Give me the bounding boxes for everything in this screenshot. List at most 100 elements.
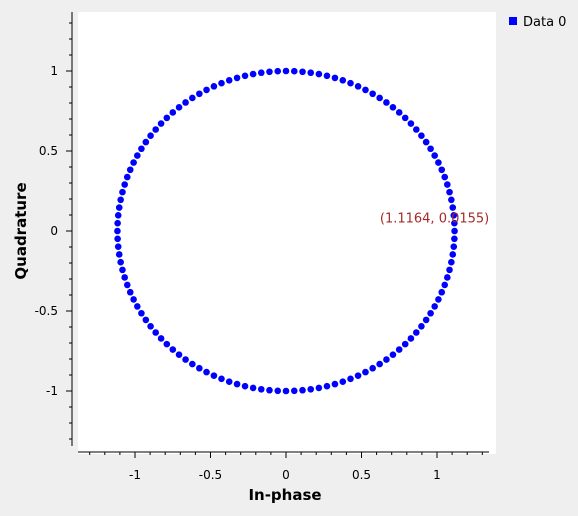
- data-point: [441, 173, 449, 181]
- data-point: [339, 378, 347, 385]
- data-point: [446, 188, 453, 196]
- data-point: [450, 212, 458, 219]
- data-point: [115, 251, 123, 258]
- data-point: [266, 386, 273, 394]
- x-axis-ticks: -1 -0.5 0 0.5 1: [89, 452, 483, 482]
- data-point: [233, 74, 241, 82]
- data-point: [431, 303, 438, 310]
- data-point: [196, 364, 203, 372]
- data-point: [126, 166, 134, 174]
- data-point: [401, 114, 409, 122]
- data-point: [282, 67, 290, 75]
- data-point: [175, 104, 183, 111]
- data-point: [257, 385, 265, 393]
- data-point: [138, 309, 145, 317]
- legend-label-data-0: Data 0: [523, 15, 566, 30]
- data-point: [290, 387, 298, 395]
- y-tick-label: -1: [46, 384, 58, 398]
- data-point: [249, 70, 257, 78]
- data-point: [376, 360, 383, 368]
- data-point: [362, 368, 369, 376]
- data-point: [427, 145, 434, 153]
- data-point: [210, 372, 218, 379]
- data-point: [435, 296, 442, 303]
- data-point: [451, 235, 458, 243]
- data-point: [299, 386, 306, 394]
- data-point: [282, 387, 290, 395]
- data-point: [142, 316, 150, 324]
- data-point: [315, 384, 323, 392]
- data-point: [175, 351, 183, 358]
- data-point: [376, 94, 383, 102]
- data-point: [134, 303, 141, 310]
- data-point: [450, 243, 458, 250]
- data-point: [123, 281, 131, 289]
- data-point: [157, 120, 165, 127]
- data-point: [369, 364, 376, 372]
- data-point: [152, 329, 159, 336]
- x-axis-label: In-phase: [248, 486, 321, 504]
- data-point: [383, 99, 390, 106]
- data-point: [401, 340, 409, 348]
- data-point: [448, 258, 455, 266]
- data-point: [138, 145, 145, 153]
- data-point: [435, 159, 442, 166]
- data-point: [299, 68, 306, 76]
- data-point: [407, 335, 415, 342]
- data-point: [169, 346, 177, 353]
- data-point: [449, 251, 457, 258]
- data-point: [395, 109, 403, 116]
- data-point: [210, 83, 218, 90]
- data-point: [182, 356, 189, 363]
- y-axis-ticks: -1 -0.5 0 0.5 1: [35, 22, 72, 440]
- data-point: [290, 67, 298, 75]
- y-tick-label: -0.5: [35, 304, 58, 318]
- data-point: [362, 86, 369, 94]
- legend[interactable]: Data 0: [509, 15, 566, 30]
- plot-area: [78, 12, 496, 454]
- data-point: [444, 274, 451, 281]
- data-point: [347, 375, 354, 383]
- x-tick-label: -1: [129, 468, 141, 482]
- point-annotation: (1.1164, 0.0155): [380, 212, 489, 227]
- data-point: [418, 323, 425, 330]
- data-point: [413, 126, 420, 133]
- legend-swatch-data-0: [509, 17, 517, 25]
- data-point: [389, 351, 397, 358]
- data-point: [451, 219, 458, 227]
- data-point: [121, 274, 128, 281]
- data-point: [441, 281, 449, 289]
- data-point: [431, 152, 438, 159]
- data-point: [449, 204, 457, 211]
- data-point: [339, 77, 347, 84]
- data-point: [189, 360, 196, 368]
- data-point: [114, 212, 122, 219]
- data-point: [218, 79, 225, 87]
- data-point: [119, 188, 126, 196]
- data-point: [274, 67, 282, 75]
- data-point: [323, 382, 331, 390]
- data-point: [438, 166, 446, 174]
- data-series-0: [114, 67, 458, 395]
- data-point: [418, 132, 425, 139]
- data-point: [422, 138, 430, 146]
- y-tick-label: 0.5: [39, 144, 58, 158]
- data-point: [196, 90, 203, 98]
- data-point: [163, 114, 171, 122]
- data-point: [331, 74, 339, 82]
- x-tick-label: 1: [433, 468, 441, 482]
- data-point: [446, 266, 453, 274]
- data-point: [121, 181, 128, 188]
- data-point: [147, 323, 154, 330]
- x-tick-label: -0.5: [199, 468, 222, 482]
- data-point: [126, 288, 134, 296]
- data-point: [114, 219, 121, 227]
- data-point: [266, 68, 273, 76]
- data-point: [389, 104, 397, 111]
- data-point: [331, 380, 339, 388]
- data-point: [369, 90, 376, 98]
- data-point: [427, 309, 434, 317]
- data-point: [218, 375, 225, 383]
